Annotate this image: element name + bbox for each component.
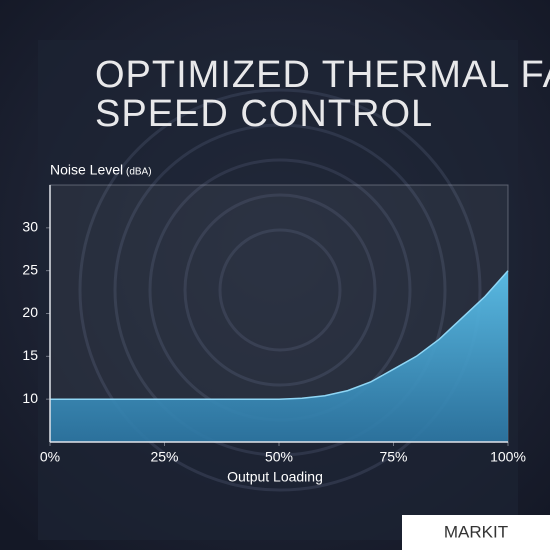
y-axis-unit: (dBA) — [126, 167, 152, 178]
title-line: OPTIMIZED THERMAL FAN — [95, 54, 550, 96]
y-tick-label: 10 — [22, 390, 38, 406]
title-line: SPEED CONTROL — [95, 93, 433, 135]
watermark: MARKIT — [444, 522, 508, 541]
y-tick-label: 30 — [22, 219, 38, 235]
x-tick-label: 0% — [40, 449, 60, 465]
y-tick-label: 15 — [22, 347, 38, 363]
area-line — [50, 270, 509, 400]
y-tick-label: 25 — [22, 261, 38, 277]
y-tick-label: 20 — [22, 304, 38, 320]
x-tick-label: 50% — [265, 449, 293, 465]
area — [50, 270, 508, 442]
watermark-box — [402, 515, 550, 550]
x-tick-label: 100% — [490, 449, 526, 465]
x-tick-label: 75% — [379, 449, 407, 465]
backdrop-panel — [38, 40, 518, 540]
x-axis-label: Output Loading — [227, 469, 323, 485]
x-tick-label: 25% — [150, 449, 178, 465]
y-axis-label: Noise Level — [50, 162, 123, 178]
